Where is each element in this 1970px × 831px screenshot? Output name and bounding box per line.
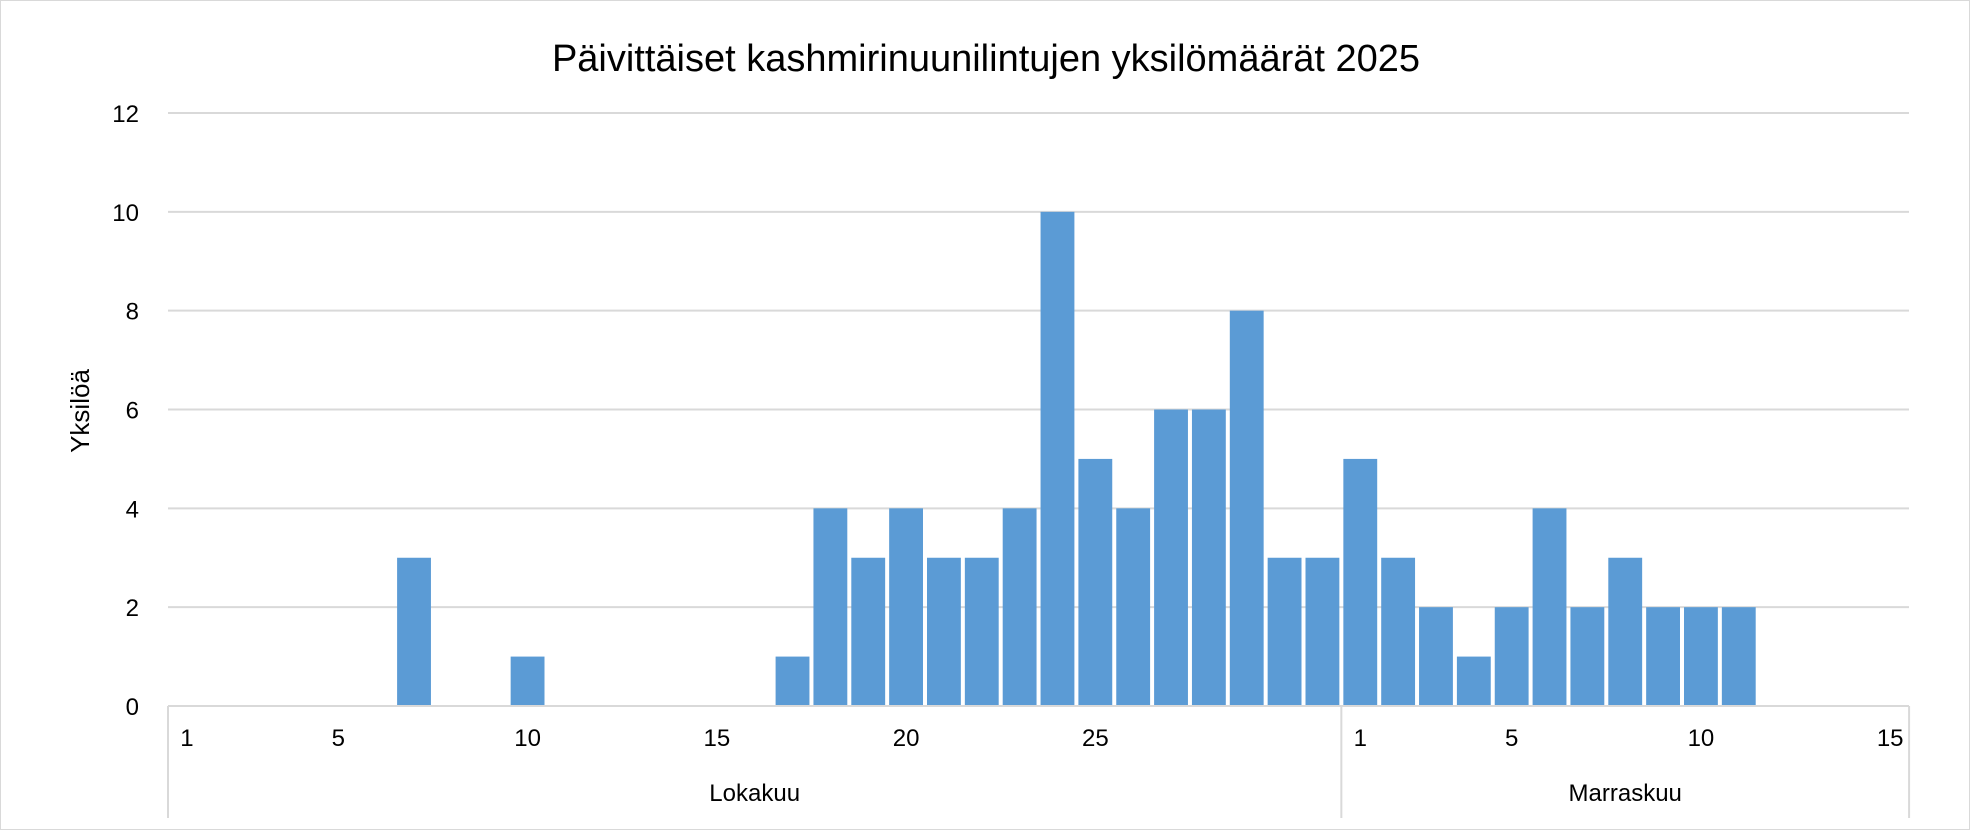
bar (964, 557, 999, 706)
bar (1154, 409, 1188, 706)
gridlines (168, 112, 1909, 609)
bar (1570, 607, 1605, 706)
x-tick-label: 10 (514, 725, 541, 752)
bar (1191, 409, 1226, 706)
bar (1078, 458, 1113, 706)
bar (927, 557, 961, 706)
bar (1116, 508, 1151, 706)
bar (1646, 607, 1680, 706)
bar (1494, 607, 1529, 706)
bar (813, 508, 848, 706)
bar (1040, 211, 1075, 707)
bar (510, 656, 545, 706)
bar (1343, 458, 1378, 706)
bar (1419, 607, 1453, 706)
x-tick-label: 15 (703, 725, 730, 752)
bar (775, 656, 810, 706)
x-group-label: Marraskuu (1569, 780, 1682, 807)
bar (1684, 607, 1718, 706)
x-tick-label: 5 (1505, 725, 1518, 752)
bar (889, 508, 923, 706)
x-tick-label: 1 (180, 725, 193, 752)
x-tick-label: 15 (1877, 725, 1904, 752)
bar (1002, 508, 1037, 706)
y-tick-label: 4 (126, 496, 139, 523)
x-tick-label: 1 (1354, 725, 1367, 752)
bar (851, 557, 886, 706)
y-tick-label: 6 (126, 398, 139, 425)
x-tick-label: 20 (893, 725, 920, 752)
y-tick-label: 10 (112, 200, 139, 227)
bar (1608, 557, 1643, 706)
y-tick-label: 8 (126, 299, 139, 326)
x-tick-label: 25 (1082, 725, 1109, 752)
bar (1229, 310, 1264, 706)
bar (397, 557, 431, 706)
bar (1532, 508, 1567, 706)
bar (1721, 607, 1756, 706)
y-tick-label: 2 (126, 595, 139, 622)
x-group-label: Lokakuu (709, 780, 800, 807)
bars (397, 211, 1756, 707)
bar (1305, 557, 1340, 706)
y-tick-label: 12 (112, 101, 139, 128)
x-axis (167, 705, 1911, 818)
y-axis-label: Yksilöä (65, 369, 95, 453)
bar (1267, 557, 1302, 706)
y-tick-label: 0 (126, 694, 139, 721)
bar (1456, 656, 1491, 706)
x-tick-label: 10 (1688, 725, 1715, 752)
x-tick-label: 5 (332, 725, 345, 752)
chart-title: Päivittäiset kashmirinuunilintujen yksil… (552, 38, 1420, 80)
bar (1381, 557, 1416, 706)
